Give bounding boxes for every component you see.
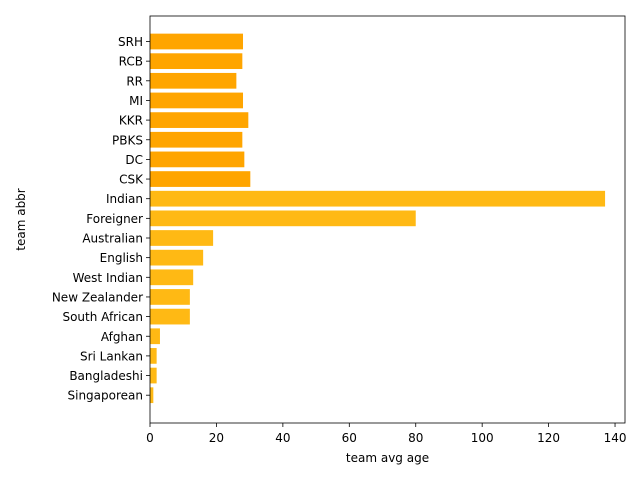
bar-pbks — [150, 131, 243, 148]
y-tick-label: KKR — [119, 114, 143, 128]
bar-singaporean — [150, 387, 154, 404]
bar-dc — [150, 151, 245, 168]
y-tick-label: PBKS — [112, 133, 143, 147]
x-tick-label: 60 — [342, 431, 357, 445]
bar-foreigner — [150, 210, 416, 227]
y-tick-label: RCB — [119, 55, 143, 69]
bar-csk — [150, 171, 251, 187]
y-tick-label: Afghan — [101, 330, 143, 344]
bar-srh — [150, 33, 244, 50]
y-tick-label: RR — [126, 74, 143, 88]
x-tick-label: 0 — [146, 431, 154, 445]
y-tick-label: Australian — [82, 232, 143, 246]
x-tick-label: 20 — [209, 431, 224, 445]
bars-group — [150, 33, 606, 404]
x-axis-label: team avg age — [346, 451, 429, 465]
y-tick-label: Sri Lankan — [80, 349, 143, 363]
bar-rr — [150, 72, 237, 89]
x-tick-label: 100 — [471, 431, 494, 445]
bar-south-african — [150, 308, 190, 325]
y-tick-label: New Zealander — [52, 290, 143, 304]
y-tick-label: DC — [125, 153, 143, 167]
y-axis-ticks: SRH RCB RR MI KKR PBKS DC CSK Indian Foreigner Aus… — [52, 35, 150, 403]
x-axis-ticks: 0 20 40 60 80 100 120 140 — [146, 423, 626, 445]
x-tick-label: 140 — [604, 431, 627, 445]
bar-west-indian — [150, 269, 194, 286]
y-tick-label: MI — [129, 94, 143, 108]
y-tick-label: Indian — [106, 192, 143, 206]
bar-new-zealander — [150, 289, 190, 305]
y-tick-label: Bangladeshi — [69, 369, 143, 383]
bar-sri-lankan — [150, 348, 157, 364]
bar-bangladeshi — [150, 367, 157, 384]
x-tick-label: 80 — [408, 431, 423, 445]
bar-mi — [150, 92, 244, 109]
x-tick-label: 120 — [537, 431, 560, 445]
y-tick-label: Foreigner — [86, 212, 143, 226]
y-tick-label: SRH — [118, 35, 143, 49]
x-tick-label: 40 — [275, 431, 290, 445]
y-axis-label: team abbr — [14, 188, 28, 251]
y-tick-label: South African — [62, 310, 143, 324]
bar-indian — [150, 190, 606, 207]
bar-kkr — [150, 112, 249, 128]
y-tick-label: Singaporean — [68, 389, 144, 403]
bar-australian — [150, 230, 214, 246]
bar-rcb — [150, 53, 243, 70]
y-tick-label: CSK — [119, 173, 144, 187]
bar-english — [150, 249, 204, 266]
plot-frame — [149, 15, 626, 424]
y-tick-label: English — [100, 251, 143, 265]
bar-afghan — [150, 328, 160, 345]
y-tick-label: West Indian — [73, 271, 143, 285]
